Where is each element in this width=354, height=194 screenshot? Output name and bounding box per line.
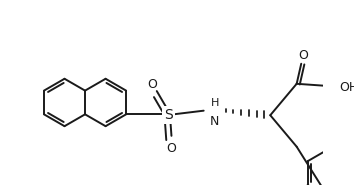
Text: H: H bbox=[210, 98, 219, 108]
Text: O: O bbox=[166, 142, 176, 155]
Text: N: N bbox=[210, 115, 219, 128]
Text: OH: OH bbox=[339, 81, 354, 94]
Text: O: O bbox=[148, 78, 158, 91]
Text: S: S bbox=[164, 108, 172, 122]
Text: O: O bbox=[298, 49, 308, 62]
